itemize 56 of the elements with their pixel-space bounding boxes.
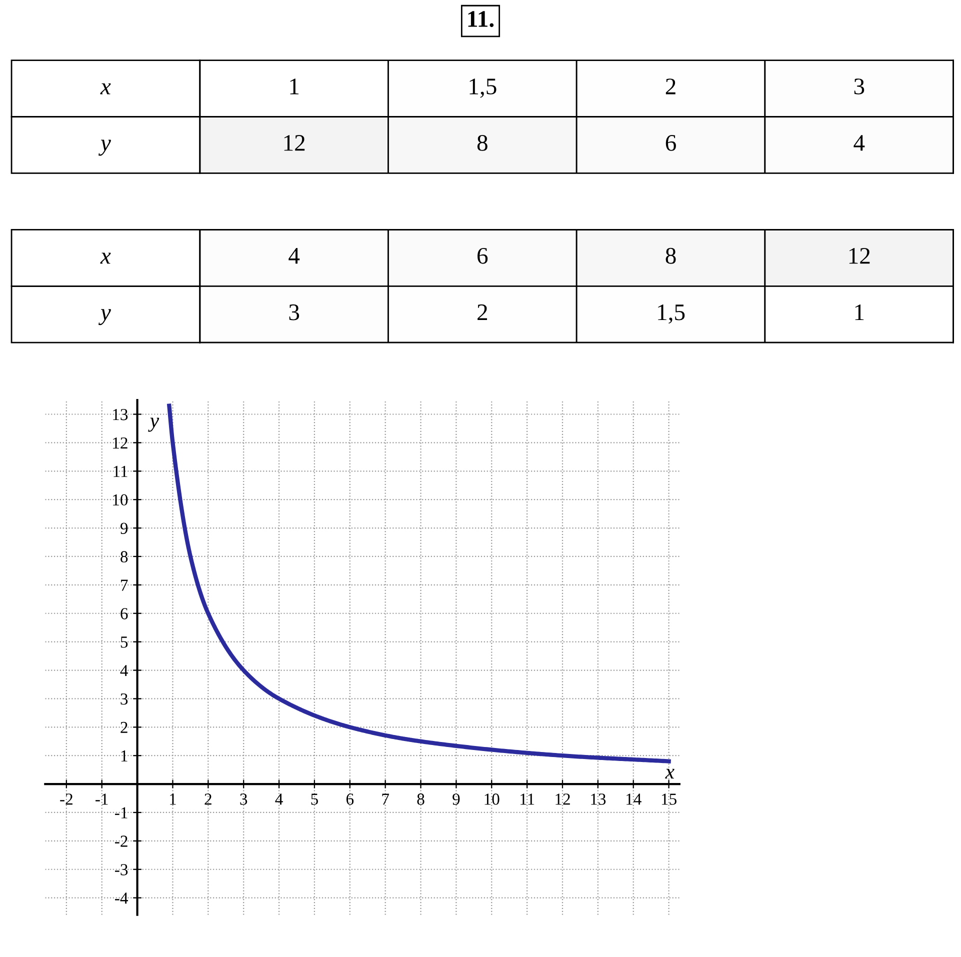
data-label: 12 — [849, 248, 870, 264]
data-label: 1 — [855, 304, 864, 320]
x-tick-label: 15 — [662, 794, 676, 805]
data-label: 2 — [666, 78, 676, 94]
x-tick-label: -2 — [60, 794, 72, 805]
y-tick-label: 8 — [120, 551, 128, 562]
y-tick-label: 1 — [121, 750, 128, 762]
x-tick-label: 14 — [626, 794, 642, 805]
y-tick-label: x — [100, 252, 111, 264]
data-label: 4 — [288, 248, 300, 264]
y-tick-label: 9 — [120, 522, 128, 534]
y-tick-label: 2 — [120, 722, 128, 733]
y-tick-label: 7 — [121, 580, 128, 591]
data-label: 3 — [854, 78, 864, 94]
data-label: 1 — [290, 78, 299, 94]
data-label: 6 — [478, 248, 488, 264]
y-tick-label: 4 — [120, 665, 128, 676]
data-label: 8 — [477, 134, 488, 151]
x-tick-label: 11 — [520, 794, 534, 805]
x-tick-label: 7 — [382, 794, 390, 805]
y-tick-label: -3 — [115, 864, 128, 876]
x-tick-label: 5 — [311, 794, 318, 805]
data-label: 6 — [666, 135, 676, 151]
y-tick-label: 5 — [120, 636, 128, 648]
data-label: 8 — [666, 248, 676, 264]
y-tick-label: -4 — [115, 892, 128, 904]
x-tick-label: 3 — [240, 794, 248, 805]
y-tick-label: 12 — [113, 437, 128, 448]
data-label: 3 — [289, 304, 300, 320]
y-tick-label: y — [98, 140, 111, 156]
x-tick-label: 12 — [556, 794, 570, 805]
chart-title: 11. — [468, 11, 494, 28]
x-tick-label: 4 — [275, 794, 283, 805]
data-label: 1,5 — [470, 78, 496, 98]
x-axis-title: x — [665, 768, 674, 778]
y-tick-label: y — [98, 309, 111, 326]
data-label: 4 — [854, 135, 865, 151]
x-tick-label: 9 — [452, 794, 460, 805]
x-tick-label: 2 — [204, 794, 212, 805]
y-tick-label: 6 — [120, 608, 128, 620]
x-tick-label: 6 — [346, 794, 354, 805]
y-tick-label: 11 — [114, 466, 128, 477]
y-axis-title: y — [148, 418, 160, 432]
y-tick-label: 3 — [120, 693, 128, 705]
x-tick-label: 1 — [170, 794, 176, 805]
y-tick-label: 13 — [113, 408, 128, 420]
x-tick-label: 10 — [484, 794, 500, 805]
y-tick-label: 10 — [113, 494, 128, 506]
data-label: 2 — [478, 304, 488, 320]
data-label: 12 — [284, 135, 305, 151]
y-tick-label: -1 — [115, 807, 128, 818]
y-tick-label: -2 — [115, 836, 128, 847]
x-tick-label: 8 — [417, 794, 424, 805]
x-tick-label: 13 — [591, 794, 606, 805]
y-tick-label: x — [100, 83, 111, 94]
data-label: 1,5 — [658, 304, 685, 324]
